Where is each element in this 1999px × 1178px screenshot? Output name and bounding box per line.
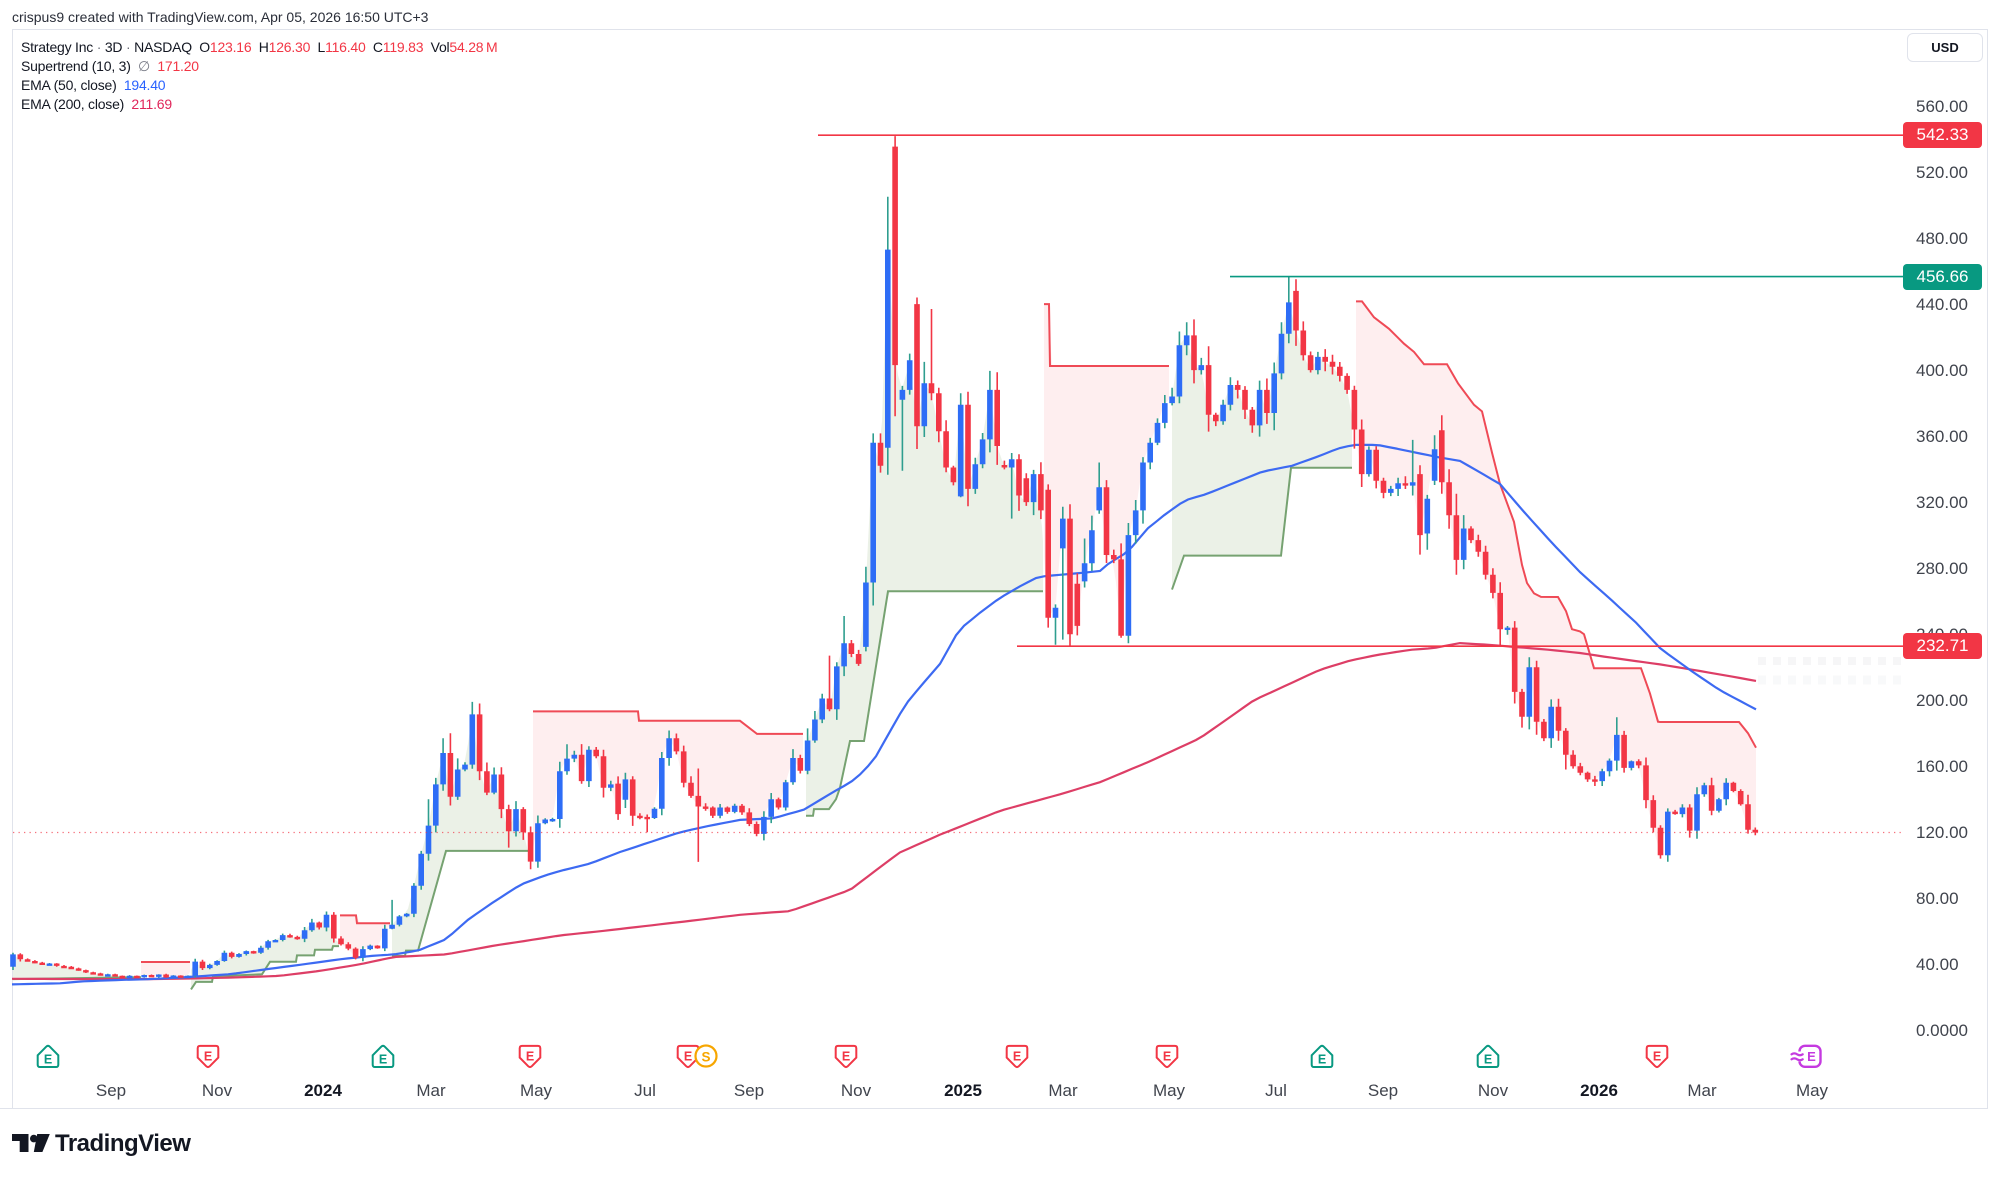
svg-text:E: E bbox=[1653, 1049, 1661, 1063]
svg-text:E: E bbox=[1013, 1049, 1021, 1063]
svg-text:S: S bbox=[701, 1050, 710, 1065]
svg-text:E: E bbox=[44, 1052, 52, 1066]
svg-text:E: E bbox=[1484, 1052, 1492, 1066]
svg-text:E: E bbox=[1163, 1049, 1171, 1063]
svg-text:E: E bbox=[842, 1049, 850, 1063]
svg-text:E: E bbox=[1807, 1049, 1816, 1064]
svg-text:E: E bbox=[526, 1049, 534, 1063]
svg-text:E: E bbox=[204, 1049, 212, 1063]
svg-text:E: E bbox=[684, 1049, 692, 1063]
svg-text:E: E bbox=[1318, 1052, 1326, 1066]
svg-text:E: E bbox=[379, 1052, 387, 1066]
